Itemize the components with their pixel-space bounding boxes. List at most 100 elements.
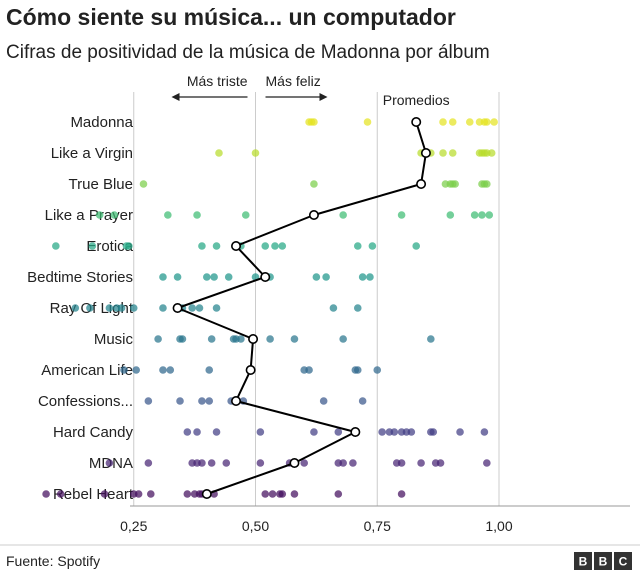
song-point	[451, 180, 459, 188]
album-labels: Madonna Like a Virgin True Blue Like a Pray…	[27, 114, 134, 503]
album-label: Rebel Heart	[53, 486, 134, 503]
song-point	[312, 273, 321, 281]
song-point	[268, 490, 277, 498]
song-point	[339, 335, 347, 343]
average-marker	[248, 333, 259, 344]
song-point	[215, 149, 223, 157]
album-label: American Life	[41, 362, 133, 379]
album-label: Music	[94, 331, 134, 348]
album-label: True Blue	[69, 176, 133, 193]
song-point	[207, 459, 216, 467]
gridlines	[130, 92, 630, 507]
song-point	[42, 490, 50, 498]
song-point	[176, 397, 184, 405]
song-point	[256, 428, 265, 436]
song-point	[353, 304, 362, 312]
song-point	[212, 428, 221, 436]
song-point	[207, 335, 216, 343]
song-point	[212, 304, 221, 312]
arrowhead-right-icon	[319, 93, 328, 101]
bbc-logo-letter: C	[619, 555, 628, 569]
song-point	[198, 459, 206, 467]
album-label: Like a Prayer	[45, 207, 133, 224]
album-label: Madonna	[70, 114, 133, 131]
annotations: Más triste Más feliz Promedios	[171, 73, 450, 108]
album-label: Hard Candy	[53, 424, 134, 441]
song-point	[427, 335, 435, 343]
song-point	[483, 118, 491, 126]
song-point	[117, 304, 126, 312]
song-point	[159, 304, 167, 312]
song-point	[407, 428, 416, 436]
song-point	[224, 273, 233, 281]
song-point	[88, 242, 97, 250]
song-point	[412, 242, 421, 250]
song-point	[261, 242, 270, 250]
song-point	[290, 335, 299, 343]
bbc-logo-block	[594, 552, 612, 570]
song-point	[353, 366, 362, 374]
song-point	[205, 366, 214, 374]
average-marker	[231, 395, 242, 406]
song-point	[349, 459, 357, 467]
song-point	[485, 211, 494, 219]
song-point	[446, 211, 455, 219]
song-point	[173, 273, 182, 281]
song-point	[56, 490, 65, 498]
song-point	[256, 459, 265, 467]
song-point	[397, 490, 406, 498]
song-point	[100, 490, 109, 498]
song-point	[483, 459, 491, 467]
song-point	[448, 118, 457, 126]
song-point	[310, 118, 318, 126]
bbc-logo-block	[574, 552, 592, 570]
song-point	[397, 211, 406, 219]
song-point	[300, 459, 309, 467]
song-point	[339, 459, 347, 467]
average-marker	[260, 271, 271, 282]
song-point	[120, 366, 128, 374]
song-point	[86, 304, 94, 312]
song-point	[329, 304, 338, 312]
average-marker	[416, 179, 427, 190]
song-point	[251, 149, 260, 157]
song-point	[129, 304, 138, 312]
source-note: Fuente: Spotify	[6, 553, 100, 569]
song-point	[188, 304, 196, 312]
song-point	[210, 273, 218, 281]
song-point	[310, 428, 318, 436]
song-point	[429, 428, 438, 436]
song-point	[183, 428, 192, 436]
song-point	[132, 366, 140, 374]
chart-title: Cómo siente su música... un computador	[6, 4, 456, 30]
song-point	[363, 118, 372, 126]
song-point	[305, 366, 313, 374]
song-point	[290, 490, 299, 498]
bbc-logo-block	[614, 552, 632, 570]
album-label: Like a Virgin	[51, 145, 133, 162]
song-point	[368, 242, 377, 250]
song-point	[353, 242, 362, 250]
song-point	[334, 428, 343, 436]
song-point	[322, 273, 330, 281]
arrowhead-left-icon	[171, 93, 180, 101]
song-point	[125, 242, 133, 250]
song-point	[319, 397, 328, 405]
song-point	[456, 428, 464, 436]
bbc-logo-letter: B	[579, 555, 588, 569]
average-marker	[350, 426, 361, 437]
song-point	[212, 242, 221, 250]
song-point	[198, 397, 206, 405]
song-point	[183, 490, 192, 498]
song-point	[110, 211, 119, 219]
song-point	[470, 211, 479, 219]
song-point	[339, 211, 347, 219]
song-point	[465, 118, 474, 126]
average-marker	[411, 117, 422, 128]
average-marker	[308, 210, 319, 221]
average-marker	[231, 241, 242, 252]
song-point	[439, 118, 447, 126]
song-point	[241, 211, 250, 219]
